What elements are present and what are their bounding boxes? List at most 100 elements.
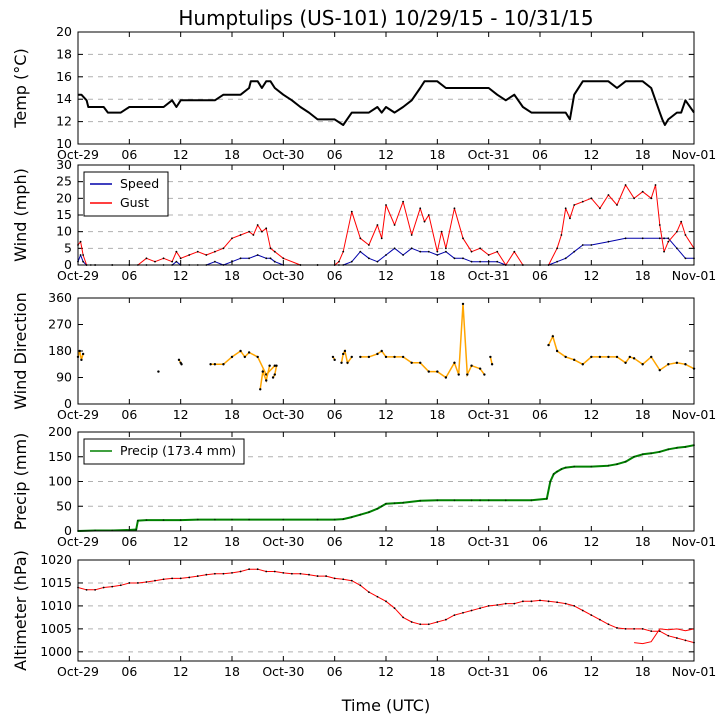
wind-data-point	[462, 257, 464, 260]
altimeter-data-point	[273, 570, 276, 573]
wind-xtick-label: 12	[378, 268, 394, 283]
wind-data-point	[419, 207, 422, 210]
altimeter-data-point	[479, 607, 482, 610]
winddir-data-point	[273, 364, 276, 367]
precip-data-point	[162, 519, 165, 522]
winddir-data-point	[213, 363, 217, 366]
precip-data-point	[641, 453, 644, 456]
winddir-data-point	[261, 370, 264, 373]
wind-data-point	[231, 237, 233, 240]
winddir-data-point	[615, 355, 619, 359]
wind-data-point	[440, 230, 443, 233]
wind-data-point	[385, 204, 387, 206]
winddir-data-point	[410, 361, 413, 364]
wind-data-point	[598, 207, 601, 210]
altimeter-xtick-label: 06	[121, 664, 137, 679]
altimeter-panel: 1000 1005 1010 1015 1020 Oct-29 06 12 18 Oct-30 06…	[11, 550, 716, 679]
temp-panel: 10 12 14 16 18 20 Oct-29 06 12 18 Oct-30 06 12 18 Oct-…	[11, 24, 716, 162]
winddir-data-point	[350, 355, 353, 359]
wind-data-point	[564, 207, 567, 210]
altimeter-data-point	[539, 599, 541, 602]
precip-data-point	[684, 445, 687, 448]
winddir-data-point	[359, 355, 362, 359]
precip-xtick-label: 12	[583, 534, 599, 549]
wind-data-point	[658, 224, 661, 226]
wind-data-point	[248, 257, 251, 260]
winddir-data-point	[340, 361, 343, 364]
winddir-data-point	[598, 355, 602, 359]
altimeter-data-point	[521, 600, 524, 603]
altimeter-data-point	[402, 616, 405, 619]
wind-data-point	[248, 230, 251, 233]
precip-data-point	[231, 518, 233, 521]
wind-data-point	[569, 217, 571, 220]
precip-y-axis-label: Precip (mm)	[11, 433, 30, 531]
winddir-data-point	[684, 363, 687, 366]
winddir-data-point	[275, 364, 278, 367]
winddir-data-point	[555, 349, 559, 353]
precip-data-point	[402, 501, 405, 504]
wind-data-point	[222, 247, 225, 250]
wind-ytick-label: 0	[64, 257, 72, 272]
precip-data-point	[350, 516, 353, 519]
altimeter-data-point	[119, 584, 122, 587]
precip-data-point	[556, 470, 559, 473]
temp-xtick-label: Oct-29	[57, 147, 99, 162]
altimeter-data-point	[564, 602, 567, 605]
altimeter-data-point	[633, 627, 636, 630]
wind-data-point	[573, 250, 576, 253]
precip-data-point	[624, 460, 627, 463]
precip-ytick-label: 100	[48, 474, 72, 489]
altimeter-data-point	[581, 609, 584, 612]
winddir-data-point	[419, 361, 422, 364]
altimeter-xtick-label: Oct-31	[468, 664, 510, 679]
altimeter-data-point	[231, 571, 233, 574]
temp-ytick-label: 12	[56, 114, 72, 129]
altimeter-data-point	[367, 591, 370, 594]
wind-xtick-label: 18	[429, 268, 445, 283]
wind-data-point	[581, 200, 584, 203]
precip-data-point	[179, 519, 182, 522]
winddir-data-point	[401, 355, 405, 359]
winddir-data-point	[331, 355, 335, 359]
temp-ytick-label: 18	[56, 46, 72, 61]
wind-data-point	[175, 250, 178, 253]
winddir-xtick-label: Oct-31	[468, 407, 510, 422]
temp-xtick-label: 06	[327, 147, 343, 162]
winddir-data-point	[489, 355, 492, 359]
wind-data-point	[427, 214, 430, 216]
temp-xtick-label: 12	[583, 147, 599, 162]
wind-data-point	[79, 254, 82, 256]
altimeter-data-point	[598, 618, 601, 621]
winddir-data-point	[628, 355, 632, 359]
winddir-data-point	[239, 349, 242, 353]
precip-data-point	[333, 518, 336, 521]
winddir-segment	[210, 349, 276, 376]
altimeter-data-point	[547, 600, 550, 603]
winddir-segment	[489, 356, 493, 365]
precip-data-point	[213, 518, 216, 521]
wind-xtick-label: 18	[635, 268, 651, 283]
wind-data-point	[680, 220, 683, 223]
wind-data-point	[513, 250, 516, 253]
precip-data-point	[549, 480, 552, 483]
altimeter-data-point	[641, 627, 644, 630]
winddir-segment	[360, 303, 486, 379]
wind-ytick-label: 15	[56, 207, 72, 222]
wind-data-point	[641, 237, 644, 240]
wind-data-point	[684, 234, 687, 236]
temp-xtick-label: 18	[635, 147, 651, 162]
winddir-xtick-label: 18	[429, 407, 445, 422]
winddir-data-point	[427, 370, 430, 373]
winddir-data-point	[478, 367, 482, 370]
precip-data-point	[470, 499, 473, 502]
winddir-data-point	[624, 361, 627, 364]
wind-data-point	[231, 260, 233, 263]
winddir-xtick-label: Oct-29	[57, 407, 99, 422]
altimeter-data-point	[94, 588, 97, 591]
altimeter-data-point	[470, 609, 473, 612]
precip-xtick-label: 12	[173, 534, 189, 549]
altimeter-data-point	[325, 575, 328, 577]
